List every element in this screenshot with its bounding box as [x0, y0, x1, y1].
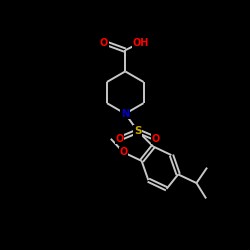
Text: O: O: [115, 134, 124, 144]
Text: O: O: [119, 147, 128, 157]
Text: N: N: [121, 109, 129, 119]
Text: O: O: [100, 38, 108, 48]
Text: OH: OH: [132, 38, 149, 48]
Text: O: O: [152, 134, 160, 144]
Text: S: S: [134, 126, 141, 136]
